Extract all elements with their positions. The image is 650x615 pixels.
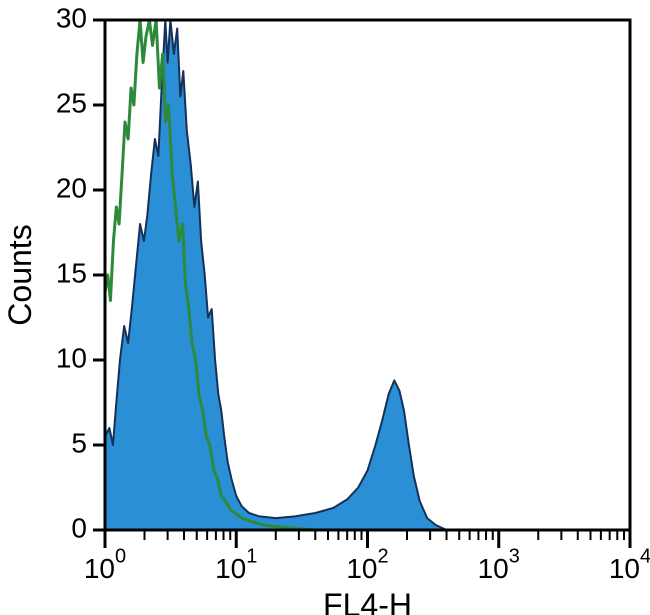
svg-text:5: 5 xyxy=(71,427,87,458)
flow-cytometry-histogram: 051015202530Counts100101102103104FL4-H xyxy=(0,0,650,615)
chart-svg: 051015202530Counts100101102103104FL4-H xyxy=(0,0,650,615)
svg-text:20: 20 xyxy=(56,172,87,203)
svg-text:15: 15 xyxy=(56,257,87,288)
svg-text:FL4-H: FL4-H xyxy=(323,587,412,615)
svg-text:10: 10 xyxy=(56,342,87,373)
svg-text:0: 0 xyxy=(71,512,87,543)
svg-text:30: 30 xyxy=(56,2,87,33)
svg-text:25: 25 xyxy=(56,87,87,118)
svg-text:Counts: Counts xyxy=(2,224,38,325)
